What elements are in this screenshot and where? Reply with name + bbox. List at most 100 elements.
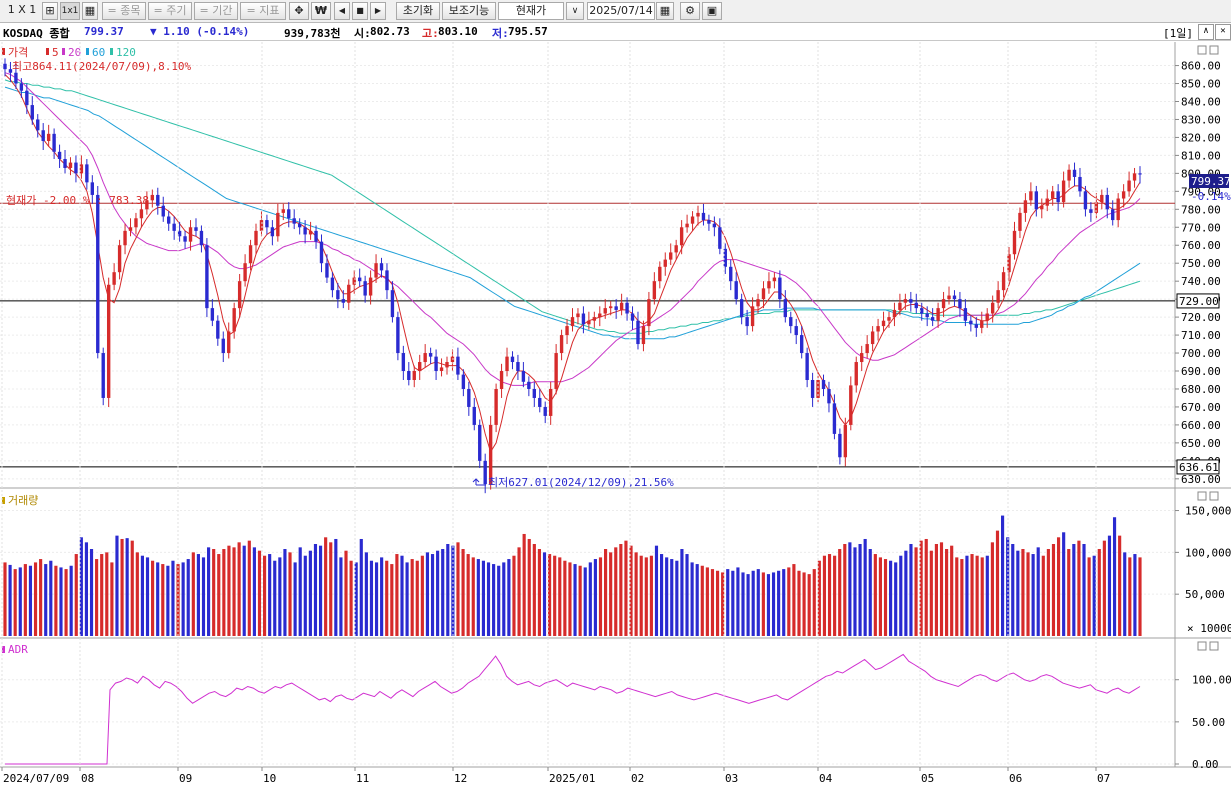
volume-bar — [670, 559, 674, 636]
calendar-icon[interactable]: ▦ — [656, 2, 674, 20]
adr-maximize-icon[interactable] — [1197, 641, 1207, 651]
export-icon[interactable]: ▣ — [702, 2, 722, 20]
candles — [3, 58, 1142, 494]
price-legend: 가격 5 20 60 120 — [2, 46, 136, 59]
volume-bar — [838, 549, 842, 636]
aux-button[interactable]: 보조기능 — [442, 2, 496, 20]
candle-body — [1061, 180, 1066, 203]
current-change-tag: -0.14% — [1191, 190, 1231, 203]
candle-body — [892, 309, 897, 318]
volume-bar — [415, 560, 419, 636]
volume-bar — [64, 569, 68, 636]
lower-line-tag — [1176, 459, 1220, 475]
candle-body — [554, 353, 558, 389]
candle-body — [385, 270, 389, 291]
volume-bar — [359, 538, 363, 636]
candle-body — [565, 326, 569, 336]
volume-maximize-icon[interactable] — [1197, 491, 1207, 501]
legend-ma5: 5 — [52, 46, 59, 59]
price-tick-label: 780.00 — [1181, 203, 1221, 216]
grid-layout-icon[interactable]: ⊞ — [42, 2, 58, 20]
candle-body — [685, 223, 689, 228]
volume-bar — [1087, 557, 1091, 636]
volume-bar — [848, 542, 852, 636]
volume-bar — [466, 554, 470, 636]
time-tick-label: 04 — [819, 772, 833, 785]
candle-body — [357, 277, 362, 282]
indicator-button[interactable]: = 지표 — [240, 2, 286, 20]
volume-bar — [13, 569, 17, 636]
candle-body — [248, 245, 253, 264]
candle-body — [374, 263, 378, 278]
candle-body — [161, 205, 165, 217]
volume-bar — [374, 562, 379, 636]
volume-bar — [1021, 549, 1025, 636]
candle-body — [920, 308, 924, 314]
candle-body — [96, 194, 100, 354]
candle-body — [898, 302, 902, 310]
items-button[interactable]: = 종목 — [102, 2, 146, 20]
volume-bar — [812, 569, 816, 636]
chart-area[interactable]: 860.00850.00840.00830.00820.00810.00800.… — [0, 42, 1231, 788]
candle-body — [636, 320, 640, 345]
adr-close-icon[interactable] — [1209, 641, 1219, 651]
volume-bar — [441, 549, 445, 636]
volume-bar — [395, 554, 399, 636]
stop-icon[interactable]: ■ — [352, 2, 368, 20]
price-mode-select[interactable]: 현재가 — [498, 2, 564, 20]
candle-body — [150, 194, 155, 201]
current-price-tag — [1189, 174, 1229, 188]
volume-bar — [548, 554, 552, 636]
reset-button[interactable]: 초기화 — [396, 2, 440, 20]
volume-bar — [965, 555, 969, 636]
reference-lines — [0, 202, 1175, 468]
volume-bar — [95, 559, 99, 636]
volume-bar — [639, 555, 643, 636]
volume-bar — [588, 562, 592, 636]
period-button[interactable]: = 주기 — [148, 2, 192, 20]
volume-bar — [1097, 549, 1101, 636]
price-panel[interactable] — [0, 42, 1231, 487]
candle-body — [456, 356, 460, 375]
candle-body — [499, 371, 504, 389]
candle-body — [925, 313, 929, 318]
price-maximize-icon[interactable] — [1197, 45, 1207, 55]
volume-bar — [624, 540, 628, 636]
volume-bar — [583, 567, 587, 636]
volume-bar — [161, 564, 165, 636]
table-icon[interactable]: ▦ — [82, 2, 98, 20]
prev-icon[interactable]: ◀ — [334, 2, 350, 20]
close-icon[interactable]: ✕ — [1215, 24, 1231, 40]
candle-body — [314, 230, 318, 242]
candle-body — [581, 313, 586, 325]
single-layout-button[interactable]: 1x1 — [60, 2, 80, 20]
high-annotation: 최고864.11(2024/07/09),8.10% — [12, 60, 192, 73]
candle-body — [980, 320, 984, 328]
volume-bar — [8, 564, 12, 636]
range-button[interactable]: = 기간 — [194, 2, 238, 20]
won-icon[interactable]: ₩ — [311, 2, 331, 20]
price-tick-label: 700.00 — [1181, 347, 1221, 360]
candle-body — [488, 424, 493, 485]
collapse-icon[interactable]: ∧ — [1198, 24, 1214, 40]
chevron-down-icon[interactable]: ∨ — [566, 2, 584, 20]
next-icon[interactable]: ▶ — [370, 2, 386, 20]
date-field[interactable]: 2025/07/14 — [587, 2, 655, 20]
candle-body — [576, 313, 580, 318]
price-close-icon[interactable] — [1209, 45, 1219, 55]
volume-bar — [934, 544, 938, 636]
volume-bar — [873, 554, 877, 636]
candle-body — [587, 320, 591, 325]
period-badge[interactable]: [1일] — [1163, 27, 1193, 40]
volume-close-icon[interactable] — [1209, 491, 1219, 501]
move-icon[interactable]: ✥ — [289, 2, 309, 20]
current-price: 799.37 — [84, 25, 124, 38]
volume-bar — [858, 544, 862, 636]
volume-bar — [512, 555, 516, 636]
candle-body — [183, 236, 187, 242]
candle-body — [167, 216, 171, 224]
candle-body — [952, 295, 957, 300]
settings-icon[interactable]: ⚙ — [680, 2, 700, 20]
candle-body — [614, 306, 618, 310]
candle-body — [723, 248, 727, 267]
